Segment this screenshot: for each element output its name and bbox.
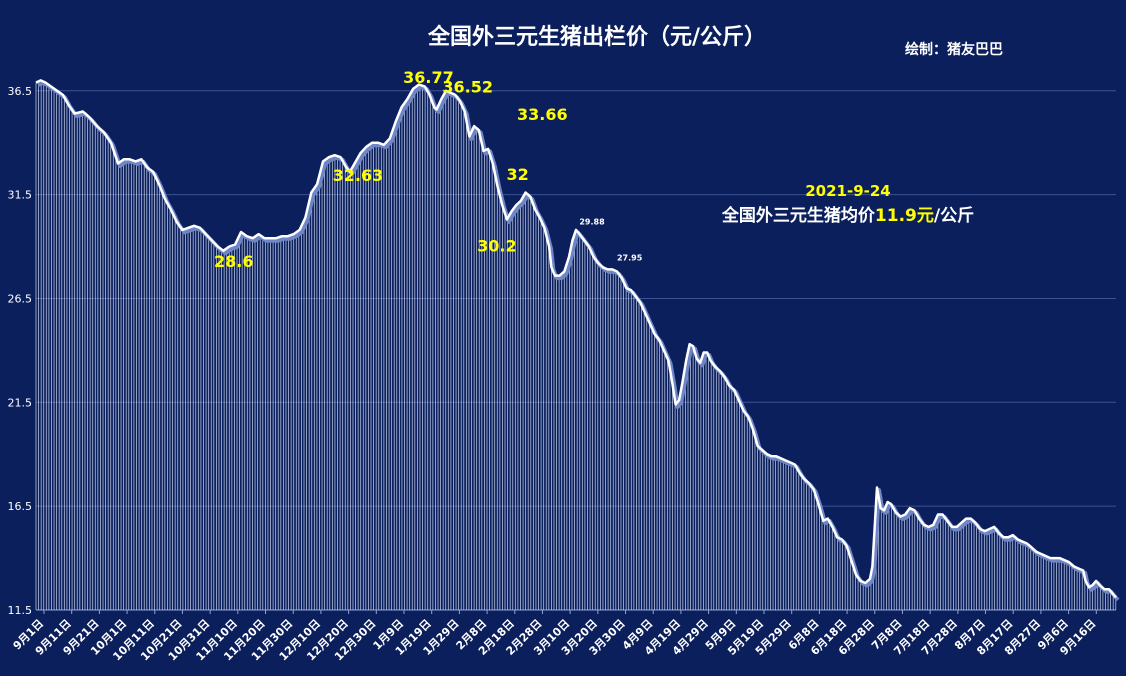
series-line: [35, 79, 1117, 599]
y-tick-label: 31.5: [8, 189, 33, 202]
y-axis-ticks: 36.5 31.5 26.5 21.5 16.5 11.5: [8, 85, 33, 617]
y-tick-label: 11.5: [8, 604, 33, 617]
callout-text-before: 全国外三元生猪均价: [721, 205, 876, 226]
series-line-group: [35, 79, 1120, 602]
y-tick-label: 36.5: [8, 85, 33, 98]
callout-text-after: /公斤: [934, 206, 974, 226]
y-tick-label: 16.5: [8, 500, 33, 513]
data-label: 30.2: [477, 237, 516, 256]
data-label: 32.63: [333, 166, 384, 185]
callout-date: 2021-9-24: [805, 182, 891, 200]
data-label: 33.66: [517, 105, 568, 124]
data-label: 32: [506, 165, 528, 184]
data-label: 28.6: [214, 252, 253, 271]
callout-text: 全国外三元生猪均价11.9元/公斤: [721, 205, 974, 226]
data-label: 27.95: [617, 253, 643, 262]
data-label: 36.77: [403, 68, 454, 87]
data-label: 29.88: [579, 217, 605, 226]
data-label: 36.52: [442, 77, 493, 96]
chart-title: 全国外三元生猪出栏价（元/公斤）: [427, 24, 766, 50]
area-fill: [35, 80, 1117, 610]
y-tick-label: 21.5: [8, 396, 33, 409]
callout-value: 11.9元: [875, 206, 934, 226]
chart-credit: 绘制：猪友巴巴: [905, 41, 1003, 58]
y-tick-label: 26.5: [8, 292, 33, 305]
